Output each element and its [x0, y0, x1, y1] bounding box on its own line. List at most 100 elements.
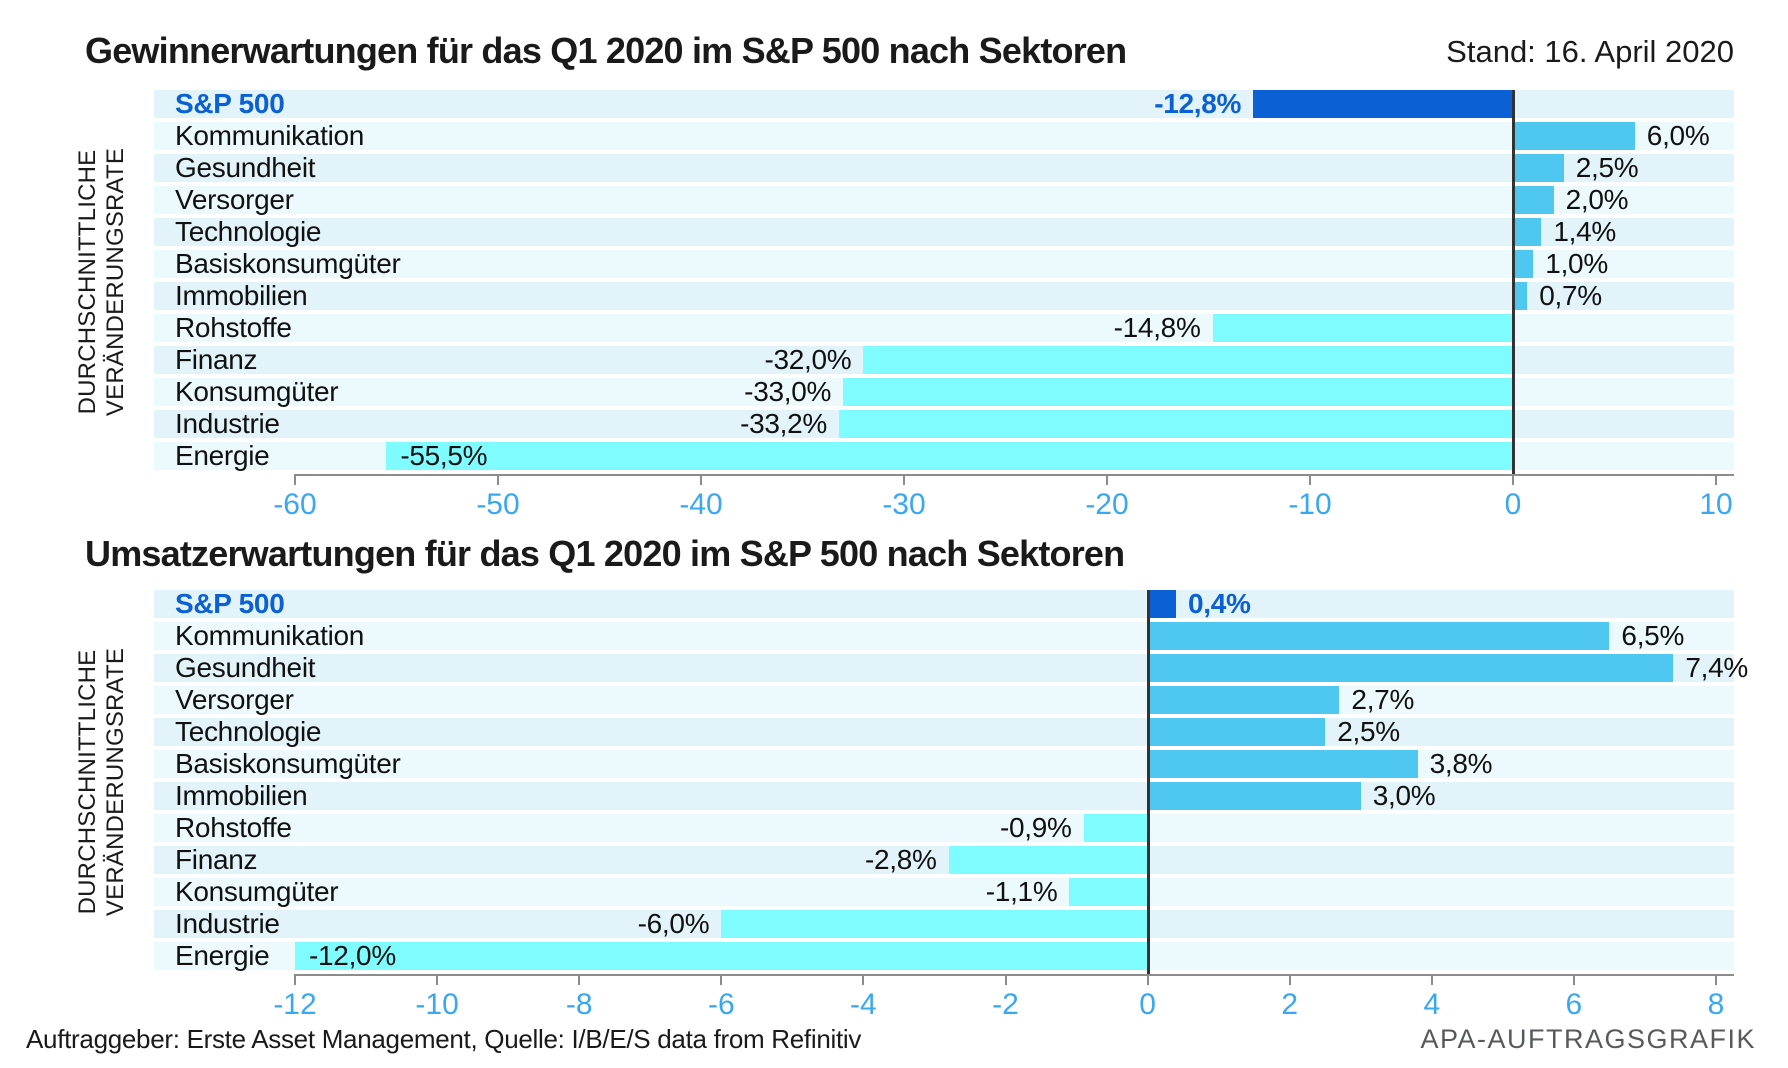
- x-axis: -60 -50 -40 -30 -20 -10 0 10: [154, 474, 1734, 521]
- bar: [295, 942, 1148, 970]
- category-label: Kommunikation: [175, 120, 365, 151]
- x-axis-tick: [700, 474, 702, 485]
- x-axis-tick-label: -4: [850, 988, 877, 1021]
- bar: [721, 910, 1148, 938]
- x-axis-tick: [1146, 974, 1149, 985]
- chart-row-finanz: Finanz -32,0%: [154, 344, 1734, 375]
- category-label: S&P 500: [175, 88, 285, 119]
- value-label: -55,5%: [400, 440, 488, 471]
- category-label: Technologie: [175, 216, 322, 247]
- bar: [1212, 314, 1513, 342]
- x-axis-tick: [1106, 474, 1108, 485]
- x-axis-tick-label: 6: [1565, 988, 1583, 1021]
- chart-umsatzerwartungen: DURCHSCHNITTLICHE VERÄNDERUNGSRATE S&P 500…: [74, 588, 1748, 1021]
- chart-row-technologie: Technologie 1,4%: [154, 216, 1734, 247]
- category-label: Energie: [175, 440, 270, 471]
- value-label: -32,0%: [764, 344, 852, 375]
- bar: [1513, 186, 1554, 214]
- category-label: Rohstoffe: [175, 312, 292, 343]
- value-label: 1,0%: [1545, 248, 1608, 279]
- value-label: -6,0%: [637, 908, 710, 939]
- chart-row-energie: Energie -12,0%: [154, 940, 1734, 971]
- x-axis-tick-label: -20: [1085, 488, 1129, 521]
- chart-row-gesundheit: Gesundheit 2,5%: [154, 152, 1734, 183]
- value-label: -14,8%: [1113, 312, 1201, 343]
- x-axis-tick: [294, 974, 296, 985]
- value-label: 3,0%: [1372, 780, 1436, 811]
- chart-row-immobilien: Immobilien 0,7%: [154, 280, 1734, 311]
- chart-row-kommunikation: Kommunikation 6,0%: [154, 120, 1734, 151]
- x-axis-tick: [294, 474, 296, 485]
- bar: [1253, 90, 1513, 118]
- value-label: -12,0%: [309, 940, 396, 971]
- value-label: 3,8%: [1429, 748, 1493, 779]
- zero-baseline: [1512, 90, 1515, 476]
- y-axis-label: DURCHSCHNITTLICHE VERÄNDERUNGSRATE: [74, 647, 129, 917]
- bar: [1513, 154, 1564, 182]
- category-label: Industrie: [175, 908, 280, 939]
- x-axis-tick: [578, 974, 581, 985]
- chart-row-industrie: Industrie -6,0%: [154, 908, 1734, 939]
- chart-row-versorger: Versorger 2,0%: [154, 184, 1734, 215]
- bar: [839, 410, 1513, 438]
- category-label: Immobilien: [175, 280, 308, 311]
- value-label: -33,0%: [744, 376, 832, 407]
- bar: [1513, 122, 1635, 150]
- x-axis-tick-label: -2: [992, 988, 1019, 1021]
- category-label: Industrie: [175, 408, 280, 439]
- x-axis-tick: [1430, 974, 1433, 985]
- bar: [1147, 750, 1418, 778]
- category-label: Versorger: [175, 184, 294, 215]
- bar: [843, 378, 1513, 406]
- category-label: Konsumgüter: [175, 876, 339, 907]
- value-label: 2,5%: [1575, 152, 1639, 183]
- chart-row-rohstoffe: Rohstoffe -14,8%: [154, 312, 1734, 343]
- x-axis-tick: [720, 974, 723, 985]
- value-label: -2,8%: [865, 844, 937, 875]
- footer: Auftraggeber: Erste Asset Management, Qu…: [26, 1024, 1756, 1055]
- chart-row-versorger: Versorger 2,7%: [154, 684, 1734, 715]
- value-label: 2,0%: [1565, 184, 1629, 215]
- value-label: 0,7%: [1539, 280, 1602, 311]
- chart-row-s-p-500: S&P 500 0,4%: [154, 588, 1734, 619]
- chart-row-immobilien: Immobilien 3,0%: [154, 780, 1734, 811]
- plot-rows: S&P 500 -12,8% Kommunikation 6,0% Gesundheit…: [154, 88, 1734, 474]
- value-label: 6,0%: [1646, 120, 1710, 151]
- x-axis-tick-label: 4: [1423, 988, 1441, 1021]
- x-axis-tick: [1309, 474, 1311, 485]
- chart-row-kommunikation: Kommunikation 6,5%: [154, 620, 1734, 651]
- value-label: 0,4%: [1188, 588, 1251, 619]
- chart-gewinnerwartungen: DURCHSCHNITTLICHE VERÄNDERUNGSRATE S&P 500…: [74, 88, 1734, 521]
- zero-baseline: [1146, 590, 1150, 976]
- category-label: Technologie: [175, 716, 322, 747]
- plot-rows: S&P 500 0,4% Kommunikation 6,5% Gesundheit 7,…: [154, 588, 1748, 974]
- chart-row-rohstoffe: Rohstoffe -0,9%: [154, 812, 1734, 843]
- x-axis-tick: [1004, 974, 1007, 985]
- x-axis-tick-label: 0: [1504, 488, 1522, 521]
- x-axis-line: [295, 974, 1734, 976]
- x-axis-tick: [497, 474, 499, 485]
- x-axis-tick-label: -50: [476, 488, 520, 521]
- bar: [1513, 218, 1542, 246]
- chart-row-s-p-500: S&P 500 -12,8%: [154, 88, 1734, 119]
- date-stamp: Stand: 16. April 2020: [1446, 34, 1734, 69]
- chart-row-konsumg-ter: Konsumgüter -1,1%: [154, 876, 1734, 907]
- category-label: Gesundheit: [175, 152, 316, 183]
- bar: [1147, 718, 1326, 746]
- bar: [863, 346, 1513, 374]
- value-label: 6,5%: [1621, 620, 1685, 651]
- chart-row-energie: Energie -55,5%: [154, 440, 1734, 471]
- x-axis-tick-label: 10: [1699, 488, 1733, 521]
- x-axis-tick-label: -10: [1288, 488, 1332, 521]
- bar: [1147, 654, 1674, 682]
- chart-row-basiskonsumg-ter: Basiskonsumgüter 3,8%: [154, 748, 1734, 779]
- value-label: 2,5%: [1337, 716, 1400, 747]
- category-label: Konsumgüter: [175, 376, 339, 407]
- bar: [1083, 814, 1148, 842]
- bar: [1147, 590, 1176, 618]
- category-label: Kommunikation: [175, 620, 365, 651]
- x-axis-tick: [436, 974, 439, 985]
- x-axis-line: [295, 474, 1734, 476]
- x-axis-tick-label: -60: [273, 488, 317, 521]
